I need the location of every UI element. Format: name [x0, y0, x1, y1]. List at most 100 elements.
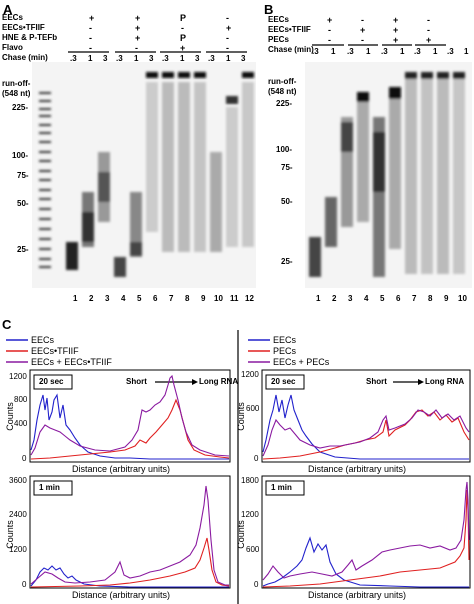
b-gel-image: [305, 62, 472, 288]
c-lt-arrow-long: Long RNA: [199, 377, 239, 386]
a-runoff-nt: (548 nt): [2, 89, 31, 98]
c-legend-right-1: EECs: [273, 335, 297, 345]
b-lane-2: 2: [332, 294, 337, 303]
a-lane-1: 1: [73, 294, 78, 303]
c-plot-lb-frame: [29, 475, 231, 589]
c-lb-red-trace: [30, 537, 230, 588]
a-chase-4: .3: [116, 54, 123, 63]
a-lane-12: 12: [245, 294, 254, 303]
c-rb-time: 1 min: [271, 483, 292, 492]
a-lane-9: 9: [201, 294, 206, 303]
b-lane-3: 3: [348, 294, 353, 303]
c-rt-red-trace: [262, 409, 470, 460]
a-chase-6: 3: [149, 54, 154, 63]
c-rt-tick-0: 0: [254, 454, 259, 463]
a-r2-g2: +: [135, 23, 141, 33]
b-cond-label-pecs: PECs: [268, 35, 289, 44]
c-lb-tick-1200: 1200: [9, 545, 27, 554]
b-runoff-label: run-off-: [268, 77, 297, 86]
a-r3-g3: P: [180, 33, 187, 43]
b-chase-3: .3: [347, 47, 354, 56]
c-rt-tick-1200: 1200: [241, 370, 259, 379]
a-chase-8: 1: [180, 54, 185, 63]
a-r4-g2: -: [135, 43, 138, 53]
a-chase-12: 3: [241, 54, 246, 63]
a-chase-7: .3: [162, 54, 169, 63]
c-lb-tick-2400: 2400: [9, 510, 27, 519]
c-rt-time: 20 sec: [271, 377, 296, 386]
a-chase-2: 1: [88, 54, 93, 63]
c-rb-tick-1200: 1200: [241, 510, 259, 519]
c-lb-blue-trace: [30, 565, 229, 588]
a-r3-g4: -: [226, 33, 229, 43]
c-lb-xlabel: Distance (arbitrary units): [72, 590, 171, 600]
a-size-50: 50-: [17, 199, 29, 208]
c-rb-blue-trace: [262, 536, 469, 588]
b-chase-9: .3: [447, 47, 454, 56]
a-size-75: 75-: [17, 171, 29, 180]
a-r1-g1: +: [89, 13, 95, 23]
a-size-100: 100-: [12, 151, 29, 160]
c-legend-left-1: EECs: [31, 335, 55, 345]
b-lane-6: 6: [396, 294, 401, 303]
a-r2-g4: +: [226, 23, 232, 33]
a-chase-1: .3: [70, 54, 77, 63]
c-legend-right-3: EECs + PECs: [273, 357, 330, 367]
c-rb-xlabel: Distance (arbitrary units): [308, 590, 407, 600]
c-rt-purple-trace: [262, 409, 470, 457]
a-chase-11: 1: [226, 54, 231, 63]
b-r3-g2: -: [361, 35, 364, 45]
c-lt-tick-0: 0: [22, 454, 27, 463]
b-size-75: 75-: [281, 163, 293, 172]
a-r3-g2: +: [135, 33, 141, 43]
b-lane-8: 8: [428, 294, 433, 303]
panel-a-letter: A: [3, 2, 13, 17]
b-r2-g1: -: [328, 25, 331, 35]
b-cond-label-eecs-tfiif: EECs•TFIIF: [268, 25, 311, 34]
b-lane-5: 5: [380, 294, 385, 303]
a-r1-g4: -: [226, 13, 229, 23]
c-legend-left-3: EECs + EECs•TFIIF: [31, 357, 112, 367]
cond-label-chase: Chase (min): [2, 53, 48, 62]
panel-c-letter: C: [2, 317, 12, 332]
b-chase-4: 1: [366, 47, 371, 56]
b-r1-g1: +: [327, 15, 333, 25]
a-chase-9: 3: [195, 54, 200, 63]
a-r4-g4: -: [226, 43, 229, 53]
a-r2-g1: -: [89, 23, 92, 33]
panel-b-letter: B: [264, 2, 274, 17]
a-runoff-label: run-off-: [2, 79, 31, 88]
c-rt-arrow-short: Short: [366, 377, 387, 386]
cond-label-hne-ptefb: HNE & P-TEFb: [2, 33, 58, 42]
a-r1-g3: P: [180, 13, 187, 23]
b-lane-4: 4: [364, 294, 369, 303]
a-lane-3: 3: [105, 294, 110, 303]
a-lane-5: 5: [137, 294, 142, 303]
c-rb-red-trace: [262, 489, 470, 588]
c-rb-purple-trace: [262, 481, 470, 581]
a-lane-7: 7: [169, 294, 174, 303]
b-chase-6: 1: [400, 47, 405, 56]
a-r4-g1: -: [89, 43, 92, 53]
b-lane-9: 9: [444, 294, 449, 303]
a-gel-image: [32, 62, 256, 288]
c-legend-left-2: EECs•TFIIF: [31, 346, 79, 356]
a-lane-11: 11: [230, 294, 239, 303]
c-lt-purple-trace: [30, 374, 230, 457]
b-size-50: 50-: [281, 197, 293, 206]
b-chase-7: .3: [414, 47, 421, 56]
c-lt-time: 20 sec: [39, 377, 64, 386]
a-r4-g3: +: [180, 43, 186, 53]
c-rb-tick-600: 600: [246, 545, 260, 554]
a-chase-10: .3: [208, 54, 215, 63]
c-rt-xlabel: Distance (arbitrary units): [308, 464, 407, 474]
a-r3-g1: -: [89, 33, 92, 43]
c-rb-tick-1800: 1800: [241, 476, 259, 485]
b-r3-g1: -: [328, 35, 331, 45]
b-runoff-nt: (548 nt): [268, 87, 297, 96]
b-chase-8: 1: [433, 47, 438, 56]
c-rb-tick-0: 0: [254, 580, 259, 589]
a-group-underlines: [68, 51, 247, 53]
b-lane-1: 1: [316, 294, 321, 303]
c-lt-tick-800: 800: [14, 395, 28, 404]
